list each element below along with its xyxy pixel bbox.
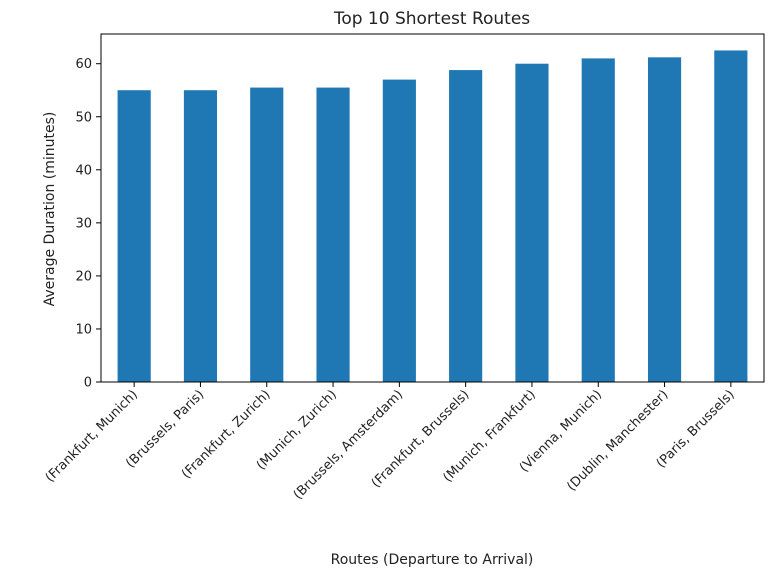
bar-4: [316, 87, 350, 382]
y-tick-label: 10: [75, 322, 92, 337]
plot-frame: [100, 33, 765, 383]
x-axis-label: Routes (Departure to Arrival): [331, 552, 534, 568]
bar-6: [449, 70, 483, 382]
y-tick-label: 60: [75, 57, 92, 72]
y-tick-label: 0: [84, 376, 92, 391]
bar-2: [183, 90, 218, 382]
bar-7: [515, 63, 549, 383]
y-tick-label: 20: [75, 269, 92, 284]
y-tick-label: 50: [75, 110, 92, 125]
chart-title: Top 10 Shortest Routes: [333, 9, 530, 29]
y-tick-label: 40: [75, 163, 92, 178]
bar-3: [250, 87, 284, 382]
x-tick-label: (Frankfurt, Munich): [43, 387, 141, 485]
y-axis-label: Average Duration (minutes): [42, 112, 58, 307]
axes: [100, 33, 765, 383]
y-tick-label: 30: [75, 216, 92, 231]
y-axis-ticks: 0 10 20 30 40 50 60: [75, 57, 101, 391]
x-tick-label: (Brussels, Amsterdam): [291, 387, 406, 502]
bars: [117, 50, 748, 383]
bar-8: [581, 58, 615, 383]
bar-5: [382, 79, 416, 383]
bar-10: [714, 50, 748, 382]
bar-1: [117, 90, 151, 382]
bar-9: [647, 57, 682, 383]
x-axis-ticks: (Frankfurt, Munich)(Brussels, Paris)(Fra…: [43, 382, 738, 503]
